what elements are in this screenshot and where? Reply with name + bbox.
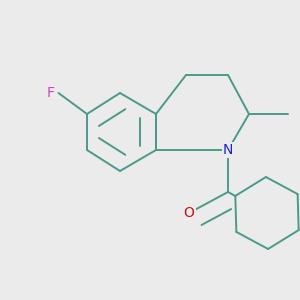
Text: O: O [184,206,194,220]
Text: N: N [223,143,233,157]
Text: F: F [47,86,55,100]
